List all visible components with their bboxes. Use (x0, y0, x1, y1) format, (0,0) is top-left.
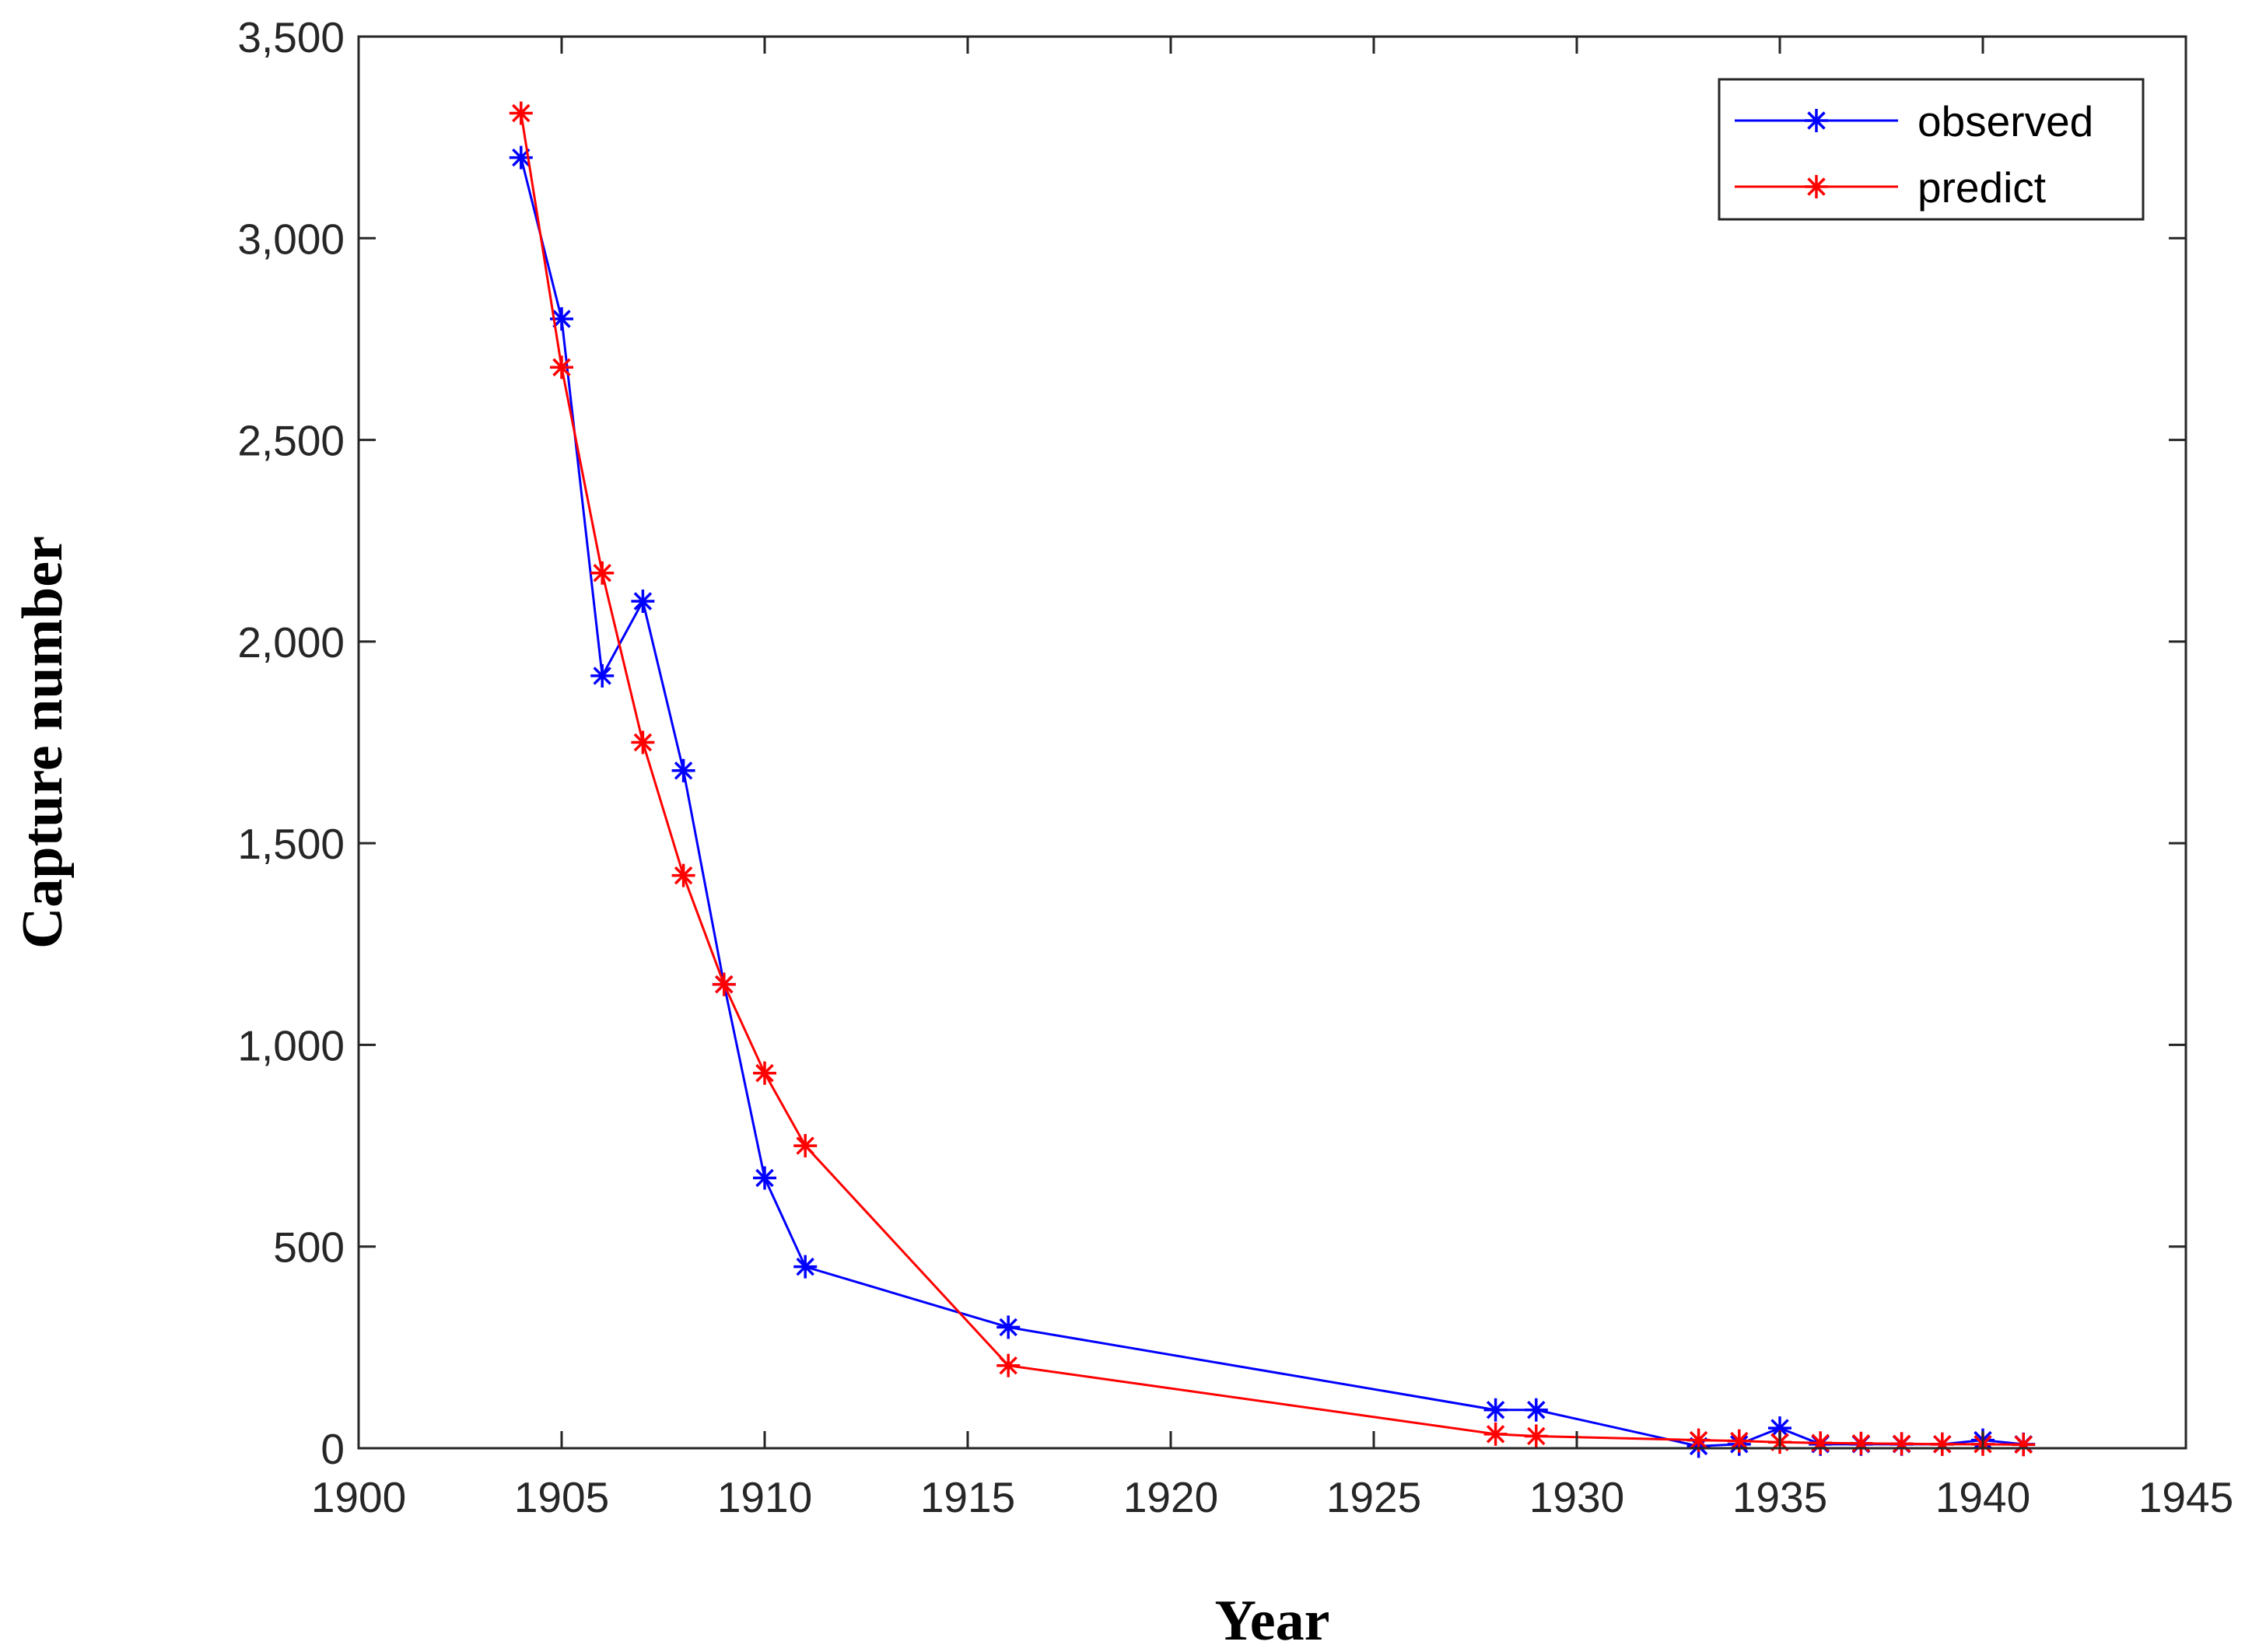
x-tick-label: 1910 (717, 1473, 812, 1521)
y-axis-title: Capture number (11, 536, 75, 949)
marker-stroke (999, 1356, 1017, 1375)
legend-box (1718, 78, 2145, 221)
data-point-observed (996, 1315, 1021, 1339)
x-tick-label: 1925 (1326, 1473, 1421, 1521)
data-point-predict (793, 1134, 818, 1158)
data-point-predict (1890, 1432, 1914, 1456)
y-tick-label: 0 (320, 1425, 345, 1473)
data-point-observed (590, 663, 615, 688)
y-tick-label: 1,500 (237, 820, 345, 868)
data-point-predict (509, 101, 533, 125)
data-point-predict (1849, 1431, 1873, 1455)
marker-stroke (1807, 177, 1826, 196)
marker-stroke (1730, 1431, 1749, 1451)
data-point-predict (590, 561, 615, 585)
marker-stroke (755, 1168, 774, 1188)
data-point-predict (996, 1353, 1021, 1377)
y-tick-label: 3,500 (237, 13, 345, 61)
legend-label: predict (1918, 163, 2046, 212)
data-point-observed (793, 1255, 818, 1279)
marker-stroke (1770, 1419, 1789, 1437)
marker-stroke (1527, 1400, 1546, 1419)
marker-stroke (999, 1318, 1017, 1337)
marker-stroke (552, 358, 571, 376)
axis-ticks: 1900 1905 1910 1915 1920 1925 1930 1935 1940 1945… (237, 13, 2233, 1521)
series-line-observed (520, 157, 2024, 1447)
data-point-predict (712, 972, 736, 996)
marker-stroke (796, 1257, 814, 1276)
x-axis-title: Year (1215, 1589, 1330, 1652)
marker-stroke (593, 563, 611, 583)
y-tick-label: 500 (273, 1223, 345, 1272)
legend-entry-observed: observed (1735, 97, 2093, 145)
x-tick-label: 1945 (2138, 1473, 2233, 1521)
data-point-predict (1809, 1431, 1833, 1455)
marker-stroke (1486, 1425, 1505, 1444)
marker-stroke (512, 103, 531, 123)
marker-stroke (674, 866, 693, 885)
y-tick-label: 2,500 (237, 417, 345, 465)
marker-stroke (1689, 1430, 1708, 1450)
data-point-observed (671, 758, 695, 782)
data-point-predict (1524, 1424, 1548, 1448)
legend-marker (1805, 175, 1828, 198)
y-tick-label: 1,000 (237, 1021, 345, 1069)
x-tick-label: 1930 (1529, 1473, 1624, 1521)
legend-entry-predict: predict (1735, 163, 2046, 212)
marker-stroke (1807, 111, 1826, 130)
data-point-observed (631, 590, 655, 613)
legend: observed predict (1718, 78, 2145, 221)
y-tick-label: 2,000 (237, 618, 345, 667)
data-point-observed (1483, 1398, 1508, 1422)
data-point-predict (1483, 1422, 1508, 1446)
x-tick-label: 1935 (1732, 1473, 1827, 1521)
marker-stroke (593, 667, 611, 685)
marker-stroke (633, 592, 653, 611)
x-tick-label: 1920 (1123, 1473, 1218, 1521)
series-line-predict (520, 113, 2024, 1446)
marker-stroke (633, 733, 653, 752)
marker-stroke (1486, 1400, 1505, 1419)
y-tick-label: 3,000 (237, 215, 345, 263)
marker-stroke (755, 1063, 774, 1083)
series-layer (509, 101, 2036, 1458)
data-point-observed (1524, 1398, 1548, 1422)
plot-area-frame (357, 35, 2187, 1450)
data-point-predict (1930, 1432, 1954, 1456)
data-point-predict (631, 730, 655, 754)
x-tick-label: 1940 (1935, 1473, 2030, 1521)
marker-stroke (1933, 1435, 1952, 1454)
data-point-observed (753, 1166, 776, 1190)
x-tick-label: 1915 (920, 1473, 1015, 1521)
marker-stroke (2014, 1435, 2033, 1454)
marker-stroke (552, 310, 571, 328)
data-point-predict (753, 1061, 776, 1085)
legend-marker (1805, 109, 1828, 132)
marker-stroke (796, 1136, 814, 1155)
data-point-predict (671, 863, 695, 887)
x-tick-label: 1900 (311, 1473, 406, 1521)
marker-stroke (715, 975, 734, 994)
data-point-predict (2012, 1433, 2036, 1457)
legend-label: observed (1918, 97, 2093, 145)
marker-stroke (1527, 1426, 1546, 1446)
data-point-predict (550, 355, 573, 380)
x-tick-label: 1905 (514, 1473, 609, 1521)
marker-stroke (674, 761, 693, 780)
